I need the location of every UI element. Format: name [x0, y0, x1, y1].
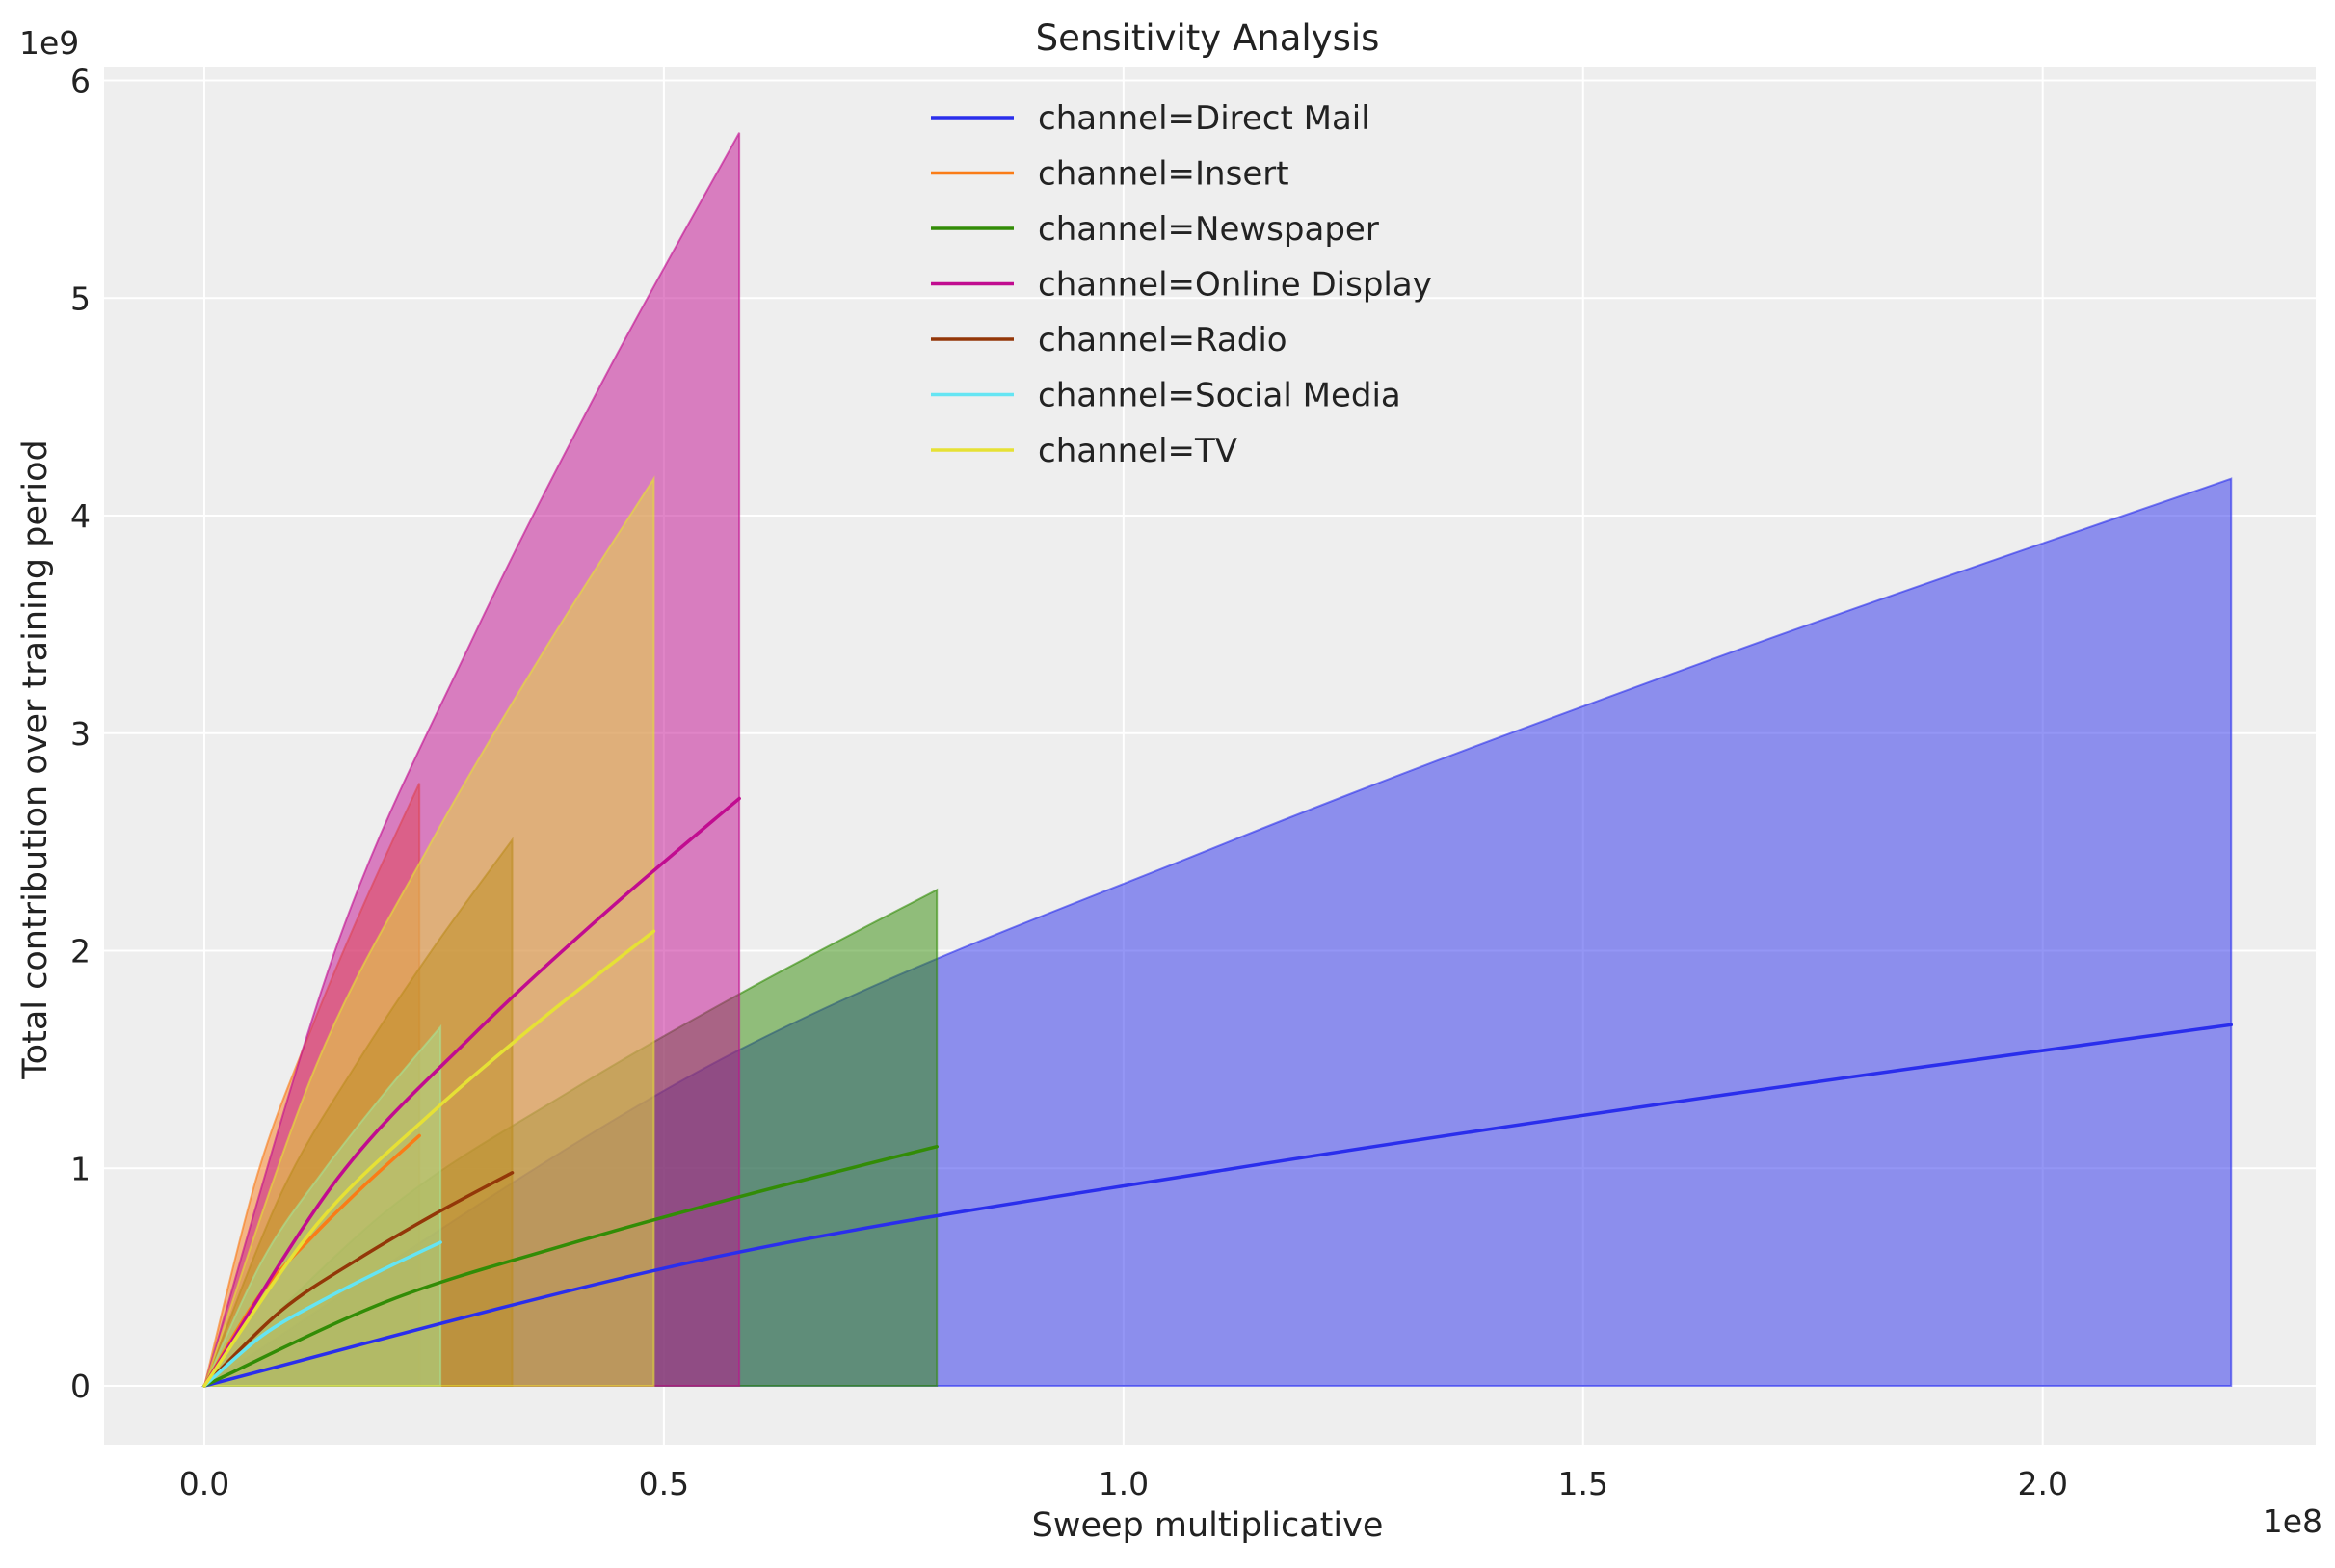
x-tick-label: 2.0: [2017, 1465, 2067, 1502]
x-axis-label: Sweep multiplicative: [1032, 1506, 1384, 1545]
bands: [200, 132, 2233, 1388]
x-tick-label: 1.0: [1099, 1465, 1149, 1502]
x-tick-label: 1.5: [1558, 1465, 1608, 1502]
line-social-media: [202, 1240, 442, 1388]
y-tick-label: 4: [70, 497, 91, 535]
x-tick-label: 0.0: [179, 1465, 229, 1502]
legend-item-radio: channel=Radio: [931, 321, 1287, 359]
chart-title: Sensitivity Analysis: [1036, 17, 1380, 59]
line-direct-mail: [202, 1023, 2233, 1388]
x-ticks: 0.0 0.5 1.0 1.5 2.0: [179, 1465, 2068, 1502]
legend-item-direct-mail: channel=Direct Mail: [931, 99, 1370, 138]
legend: channel=Direct Mail channel=Insert channel…: [931, 99, 1432, 470]
y-tick-label: 2: [70, 933, 91, 970]
legend-item-insert: channel=Insert: [931, 155, 1289, 194]
band-tv: [202, 475, 655, 1388]
legend-item-newspaper: channel=Newspaper: [931, 210, 1379, 249]
y-tick-label: 1: [70, 1150, 91, 1187]
line-radio: [202, 1171, 515, 1388]
y-ticks: 0 1 2 3 4 5 6: [70, 63, 91, 1406]
mean-lines: [202, 796, 2233, 1388]
y-tick-label: 0: [70, 1368, 91, 1405]
y-offset-label: 1e9: [19, 24, 79, 62]
legend-label: channel=Newspaper: [1038, 210, 1379, 249]
y-tick-label: 3: [70, 715, 91, 753]
legend-label: channel=TV: [1038, 432, 1237, 470]
legend-item-social-media: channel=Social Media: [931, 377, 1401, 415]
x-tick-label: 0.5: [639, 1465, 689, 1502]
line-newspaper: [202, 1144, 939, 1388]
y-axis-label: Total contribution over training period: [16, 439, 55, 1080]
legend-label: channel=Radio: [1038, 321, 1287, 359]
legend-label: channel=Social Media: [1038, 377, 1401, 415]
legend-label: channel=Insert: [1038, 155, 1289, 194]
legend-label: channel=Online Display: [1038, 266, 1432, 305]
y-tick-label: 6: [70, 63, 91, 100]
legend-item-tv: channel=TV: [931, 432, 1237, 470]
x-offset-label: 1e8: [2263, 1502, 2322, 1540]
line-online-display: [202, 796, 741, 1388]
legend-label: channel=Direct Mail: [1038, 99, 1370, 138]
legend-item-online-display: channel=Online Display: [931, 266, 1432, 305]
y-tick-label: 5: [70, 279, 91, 317]
line-tv: [202, 929, 656, 1388]
